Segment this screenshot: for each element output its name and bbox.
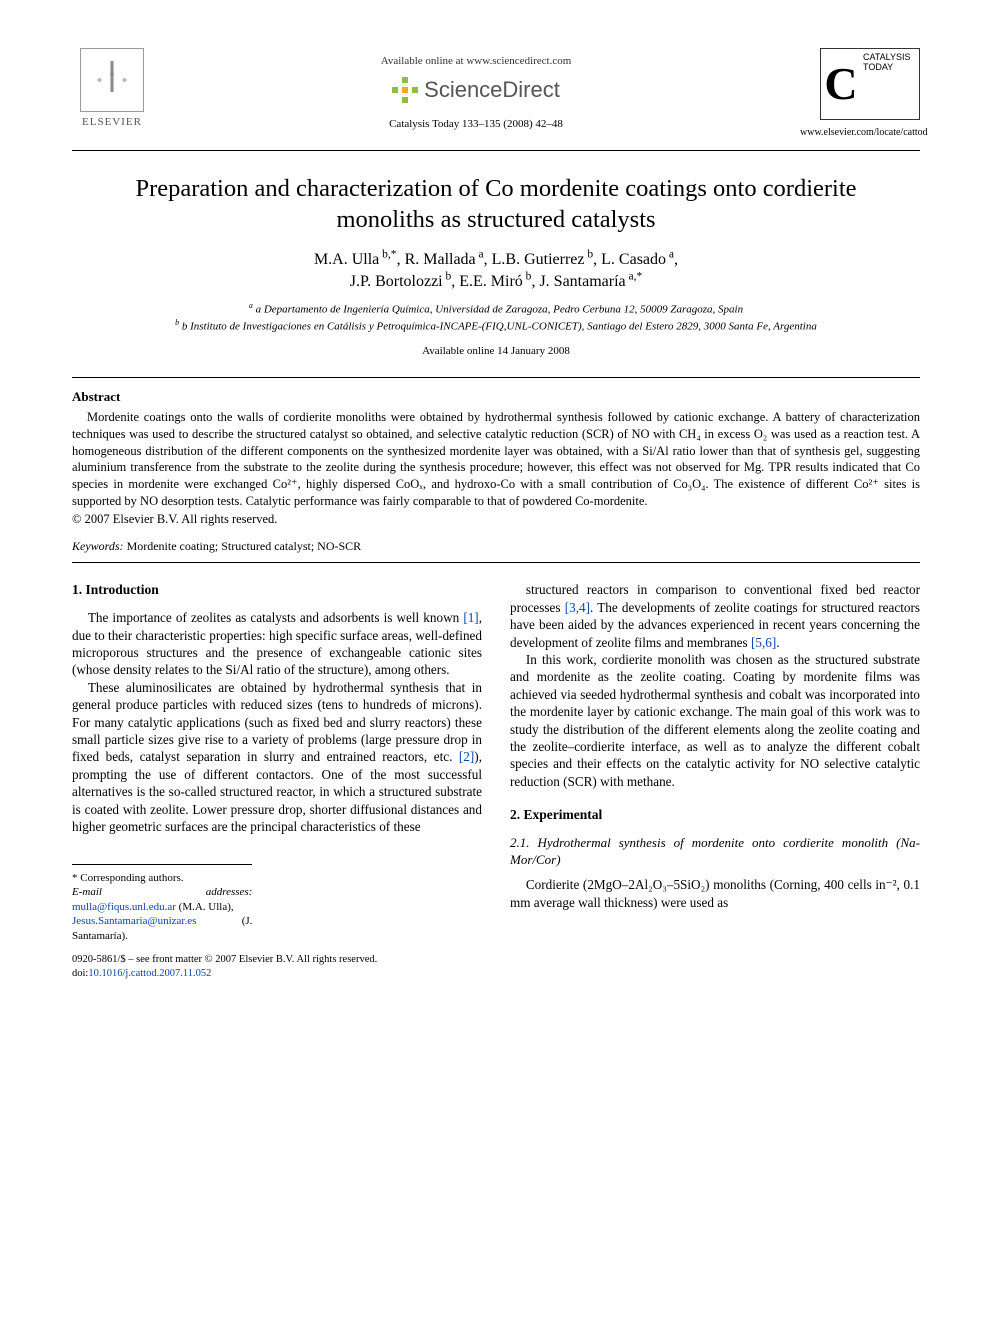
section-1-heading: 1. Introduction	[72, 581, 482, 599]
journal-cover: C CATALYSIS TODAY	[820, 48, 920, 120]
paragraph-5: Cordierite (2MgO–2Al₂O₃–5SiO₂) monoliths…	[510, 876, 920, 911]
paragraph-1: The importance of zeolites as catalysts …	[72, 609, 482, 679]
journal-cover-title: CATALYSIS TODAY	[861, 49, 919, 119]
paragraph-3: structured reactors in comparison to con…	[510, 581, 920, 651]
authors-line-1: M.A. Ulla b,*, R. Mallada a, L.B. Gutier…	[314, 251, 678, 268]
center-header: Available online at www.sciencedirect.co…	[152, 48, 800, 132]
email-link-2[interactable]: Jesus.Santamaria@unizar.es	[72, 915, 196, 927]
masthead: ELSEVIER Available online at www.science…	[72, 48, 920, 140]
sciencedirect-wordmark: ScienceDirect	[424, 75, 560, 105]
doi-line: doi:10.1016/j.cattod.2007.11.052	[72, 967, 482, 981]
keywords-label: Keywords:	[72, 539, 124, 553]
sciencedirect-mark-icon	[392, 77, 418, 103]
ref-link-1[interactable]: [1]	[463, 610, 478, 625]
elsevier-logo: ELSEVIER	[72, 48, 152, 130]
ref-link-56[interactable]: [5,6]	[751, 635, 776, 650]
journal-cover-box: C CATALYSIS TODAY www.elsevier.com/locat…	[800, 48, 920, 140]
affiliation-b: b b Instituto de Investigaciones en Catá…	[72, 318, 920, 335]
affiliation-a: a a Departamento de Ingeniería Química, …	[72, 301, 920, 318]
email-label: E-mail addresses:	[72, 886, 252, 898]
footnotes: * Corresponding authors. E-mail addresse…	[72, 864, 252, 944]
journal-reference: Catalysis Today 133–135 (2008) 42–48	[152, 117, 800, 132]
ref-link-2[interactable]: [2]	[459, 749, 474, 764]
publisher-name: ELSEVIER	[82, 115, 142, 130]
sciencedirect-logo: ScienceDirect	[392, 75, 560, 105]
page: ELSEVIER Available online at www.science…	[0, 0, 992, 1021]
abstract-rule-top	[72, 377, 920, 378]
abstract-rule-bottom	[72, 562, 920, 563]
abstract-body: Mordenite coatings onto the walls of cor…	[72, 409, 920, 509]
email-link-1[interactable]: mulla@fiqus.unl.edu.ar	[72, 901, 176, 913]
journal-url: www.elsevier.com/locate/cattod	[800, 126, 920, 140]
doi-block: 0920-5861/$ – see front matter © 2007 El…	[72, 953, 482, 981]
author-list: M.A. Ulla b,*, R. Mallada a, L.B. Gutier…	[72, 247, 920, 293]
doi-link[interactable]: 10.1016/j.cattod.2007.11.052	[88, 968, 211, 979]
paragraph-4: In this work, cordierite monolith was ch…	[510, 651, 920, 790]
column-right: structured reactors in comparison to con…	[510, 581, 920, 981]
section-2-heading: 2. Experimental	[510, 806, 920, 824]
elsevier-tree-icon	[80, 48, 144, 112]
front-matter-line: 0920-5861/$ – see front matter © 2007 El…	[72, 953, 482, 967]
keywords-text: Mordenite coating; Structured catalyst; …	[124, 539, 362, 553]
available-date: Available online 14 January 2008	[72, 344, 920, 359]
email-line-2: Jesus.Santamaria@unizar.es (J. Santamarí…	[72, 914, 252, 943]
available-online-text: Available online at www.sciencedirect.co…	[152, 54, 800, 69]
journal-cover-letter: C	[821, 49, 861, 119]
article-title: Preparation and characterization of Co m…	[102, 173, 890, 236]
header-rule	[72, 150, 920, 151]
authors-line-2: J.P. Bortolozzi b, E.E. Miró b, J. Santa…	[350, 273, 643, 290]
abstract-heading: Abstract	[72, 388, 920, 406]
paragraph-2: These aluminosilicates are obtained by h…	[72, 679, 482, 836]
abstract-text: Mordenite coatings onto the walls of cor…	[72, 409, 920, 509]
corresponding-authors: * Corresponding authors.	[72, 871, 252, 886]
column-left: 1. Introduction The importance of zeolit…	[72, 581, 482, 981]
section-2-1-heading: 2.1. Hydrothermal synthesis of mordenite…	[510, 834, 920, 868]
ref-link-34[interactable]: [3,4]	[565, 600, 590, 615]
email-line: E-mail addresses: mulla@fiqus.unl.edu.ar…	[72, 885, 252, 914]
email-who-1: (M.A. Ulla),	[176, 901, 234, 913]
body-columns: 1. Introduction The importance of zeolit…	[72, 581, 920, 981]
abstract-copyright: © 2007 Elsevier B.V. All rights reserved…	[72, 511, 920, 528]
keywords-line: Keywords: Mordenite coating; Structured …	[72, 538, 920, 554]
